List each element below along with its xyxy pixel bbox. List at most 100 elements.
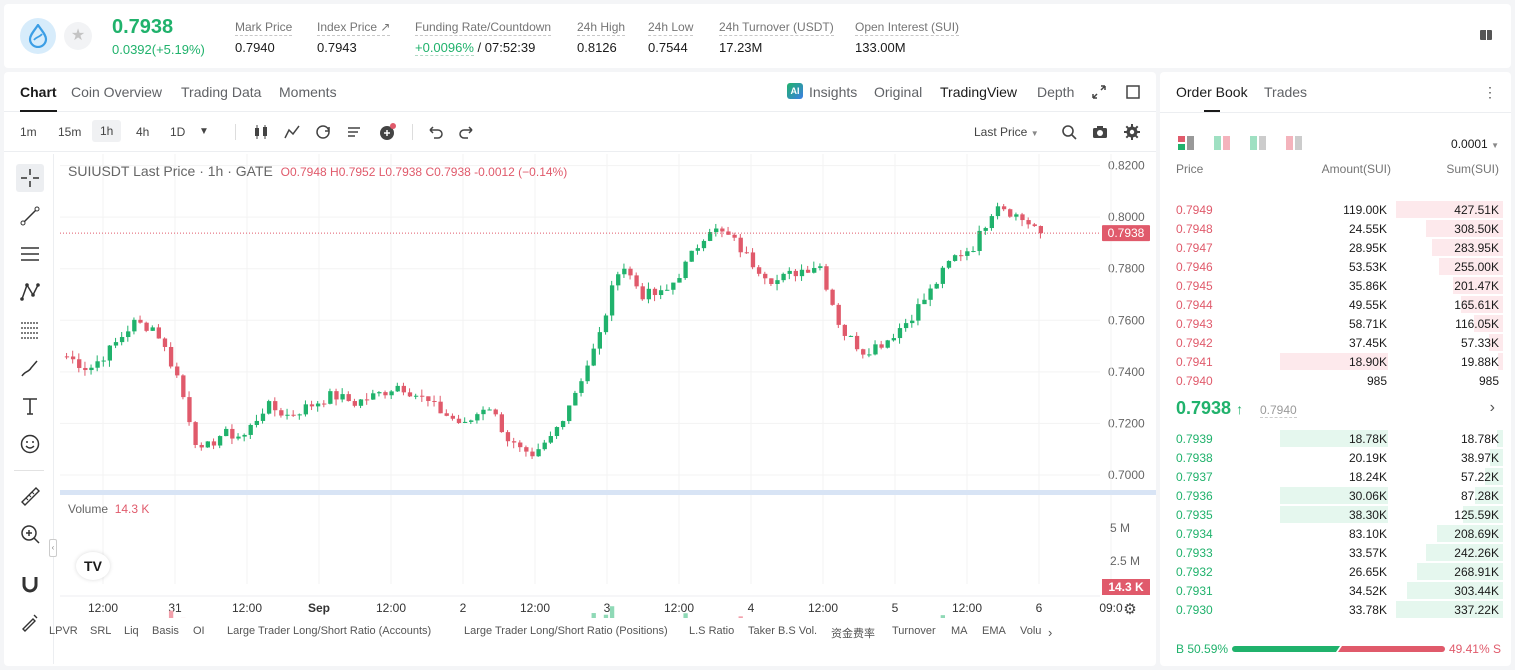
horizontal-lines-tool-icon[interactable] [16, 240, 44, 268]
stat-24h-low: 24h Low 0.7544 [648, 18, 694, 55]
crosshair-tool-icon[interactable] [16, 164, 44, 192]
tab-original[interactable]: Original [874, 84, 923, 100]
settings-gear-icon[interactable] [1123, 123, 1141, 141]
row-sum: 337.22K [1454, 603, 1499, 617]
bid-row[interactable]: 0.7938 20.19K 38.97K [1160, 448, 1511, 467]
magnet-tool-icon[interactable] [16, 570, 44, 598]
templates-icon[interactable] [345, 123, 363, 141]
candle-body [965, 251, 970, 256]
indicator-oi[interactable]: OI [193, 625, 205, 637]
collapse-toolbar-chevron-icon[interactable]: ‹ [49, 539, 57, 557]
ask-row[interactable]: 0.7943 58.71K 116.05K [1160, 314, 1511, 333]
interval-15m[interactable]: 15m [58, 125, 82, 139]
view-bids-only-icon[interactable] [1250, 136, 1266, 155]
precision-select[interactable]: 0.0001 ▼ [1451, 137, 1499, 151]
compare-icon[interactable] [314, 123, 332, 141]
view-both-icon[interactable] [1178, 136, 1194, 155]
emoji-tool-icon[interactable] [16, 430, 44, 458]
candle-type-icon[interactable] [252, 123, 270, 141]
brush-tool-icon[interactable] [16, 354, 44, 382]
favorite-star-icon[interactable]: ★ [64, 22, 92, 50]
candlestick-chart[interactable]: 0.8200 0.8000 0.7800 0.7600 0.7400 0.7200 0.70… [60, 154, 1156, 618]
view-asks-only-icon[interactable] [1286, 136, 1302, 155]
tab-coin-overview[interactable]: Coin Overview [71, 84, 163, 100]
indicator-ma[interactable]: MA [951, 625, 968, 637]
x-tick-label: 12:00 [376, 601, 406, 615]
guide-book-icon[interactable] [1479, 28, 1493, 42]
bid-row[interactable]: 0.7931 34.52K 303.44K [1160, 581, 1511, 600]
indicator-srl[interactable]: SRL [90, 625, 112, 637]
ask-row[interactable]: 0.7946 53.53K 255.00K [1160, 257, 1511, 276]
indicator-large-trader-accounts[interactable]: Large Trader Long/Short Ratio (Accounts) [227, 625, 432, 637]
bid-row[interactable]: 0.7939 18.78K 18.78K [1160, 429, 1511, 448]
tab-chart[interactable]: Chart [20, 84, 57, 112]
interval-1h[interactable]: 1h [92, 120, 122, 142]
undo-icon[interactable] [426, 123, 444, 141]
bid-row[interactable]: 0.7934 83.10K 208.69K [1160, 524, 1511, 543]
ask-row[interactable]: 0.7945 35.86K 201.47K [1160, 276, 1511, 295]
interval-dropdown-icon[interactable]: ▼ [199, 126, 209, 137]
more-options-icon[interactable]: ⋮ [1483, 84, 1497, 100]
ask-row[interactable]: 0.7948 24.55K 308.50K [1160, 219, 1511, 238]
indicator-funding-rate[interactable]: 资金费率 [831, 628, 875, 640]
indicator-large-trader-positions[interactable]: Large Trader Long/Short Ratio (Positions… [464, 625, 668, 637]
expand-icon[interactable] [1092, 85, 1106, 99]
x-tick-label: 5 [892, 601, 899, 615]
bid-row[interactable]: 0.7935 38.30K 125.59K [1160, 505, 1511, 524]
tab-trades[interactable]: Trades [1264, 84, 1308, 100]
tab-insights[interactable]: Insights [809, 84, 858, 100]
ask-row[interactable]: 0.7942 37.45K 57.33K [1160, 333, 1511, 352]
fib-retracement-tool-icon[interactable] [16, 316, 44, 344]
fullscreen-icon[interactable] [1126, 85, 1140, 99]
indicator-ls-ratio[interactable]: L.S Ratio [689, 625, 735, 637]
view-asks-bids-split-icon[interactable] [1214, 136, 1230, 155]
row-amount: 53.53K [1348, 260, 1387, 274]
ask-row[interactable]: 0.7949 119.00K 427.51K [1160, 200, 1511, 219]
tab-tradingview[interactable]: TradingView [940, 84, 1018, 100]
pattern-tool-icon[interactable] [16, 278, 44, 306]
ask-row[interactable]: 0.7944 49.55K 165.61K [1160, 295, 1511, 314]
row-sum: 985 [1478, 374, 1499, 388]
redo-icon[interactable] [458, 123, 476, 141]
search-icon[interactable] [1060, 123, 1078, 141]
add-alert-icon[interactable] [378, 123, 396, 141]
interval-1d[interactable]: 1D [170, 125, 186, 139]
ask-row[interactable]: 0.7947 28.95K 283.95K [1160, 238, 1511, 257]
tab-order-book[interactable]: Order Book [1176, 84, 1248, 112]
indicator-lpvr[interactable]: LPVR [49, 625, 78, 637]
scroll-right-chevron-icon[interactable]: › [1048, 625, 1053, 640]
indicator-liq[interactable]: Liq [124, 625, 139, 637]
indicator-turnover[interactable]: Turnover [892, 625, 936, 637]
price-source-select[interactable]: Last Price ▼ [974, 125, 1039, 139]
chevron-right-icon[interactable]: › [1489, 399, 1495, 416]
zoom-in-tool-icon[interactable] [16, 520, 44, 548]
indicator-ema[interactable]: EMA [982, 625, 1006, 637]
bid-row[interactable]: 0.7937 18.24K 57.22K [1160, 467, 1511, 486]
trend-line-tool-icon[interactable] [16, 202, 44, 230]
indicator-volume[interactable]: Volu [1020, 625, 1042, 637]
bid-row[interactable]: 0.7936 30.06K 87.28K [1160, 486, 1511, 505]
chart-settings-icon[interactable]: ⚙ [1123, 601, 1136, 618]
tab-trading-data[interactable]: Trading Data [181, 84, 262, 100]
ask-row[interactable]: 0.7941 18.90K 19.88K [1160, 352, 1511, 371]
text-tool-icon[interactable] [16, 392, 44, 420]
bid-row[interactable]: 0.7933 33.57K 242.26K [1160, 543, 1511, 562]
screenshot-camera-icon[interactable] [1091, 123, 1109, 141]
interval-4h[interactable]: 4h [136, 125, 150, 139]
interval-1m[interactable]: 1m [20, 125, 37, 139]
tab-depth[interactable]: Depth [1037, 84, 1075, 100]
amount-highlight-bar [1280, 506, 1388, 523]
indicator-basis[interactable]: Basis [152, 625, 179, 637]
lock-drawing-tool-icon[interactable] [16, 608, 44, 636]
tab-moments[interactable]: Moments [279, 84, 337, 100]
indicators-icon[interactable] [283, 123, 301, 141]
row-sum: 268.91K [1454, 565, 1499, 579]
bid-row[interactable]: 0.7930 33.78K 337.22K [1160, 600, 1511, 619]
bid-row[interactable]: 0.7932 26.65K 268.91K [1160, 562, 1511, 581]
ask-row[interactable]: 0.7940 985 985 [1160, 371, 1511, 390]
ruler-measure-tool-icon[interactable] [16, 482, 44, 510]
row-sum: 308.50K [1454, 222, 1499, 236]
indicator-taker-bs-vol[interactable]: Taker B.S Vol. [748, 625, 818, 637]
stat-index-price[interactable]: Index Price ↗ 0.7943 [317, 18, 391, 55]
candle-body [364, 399, 370, 401]
